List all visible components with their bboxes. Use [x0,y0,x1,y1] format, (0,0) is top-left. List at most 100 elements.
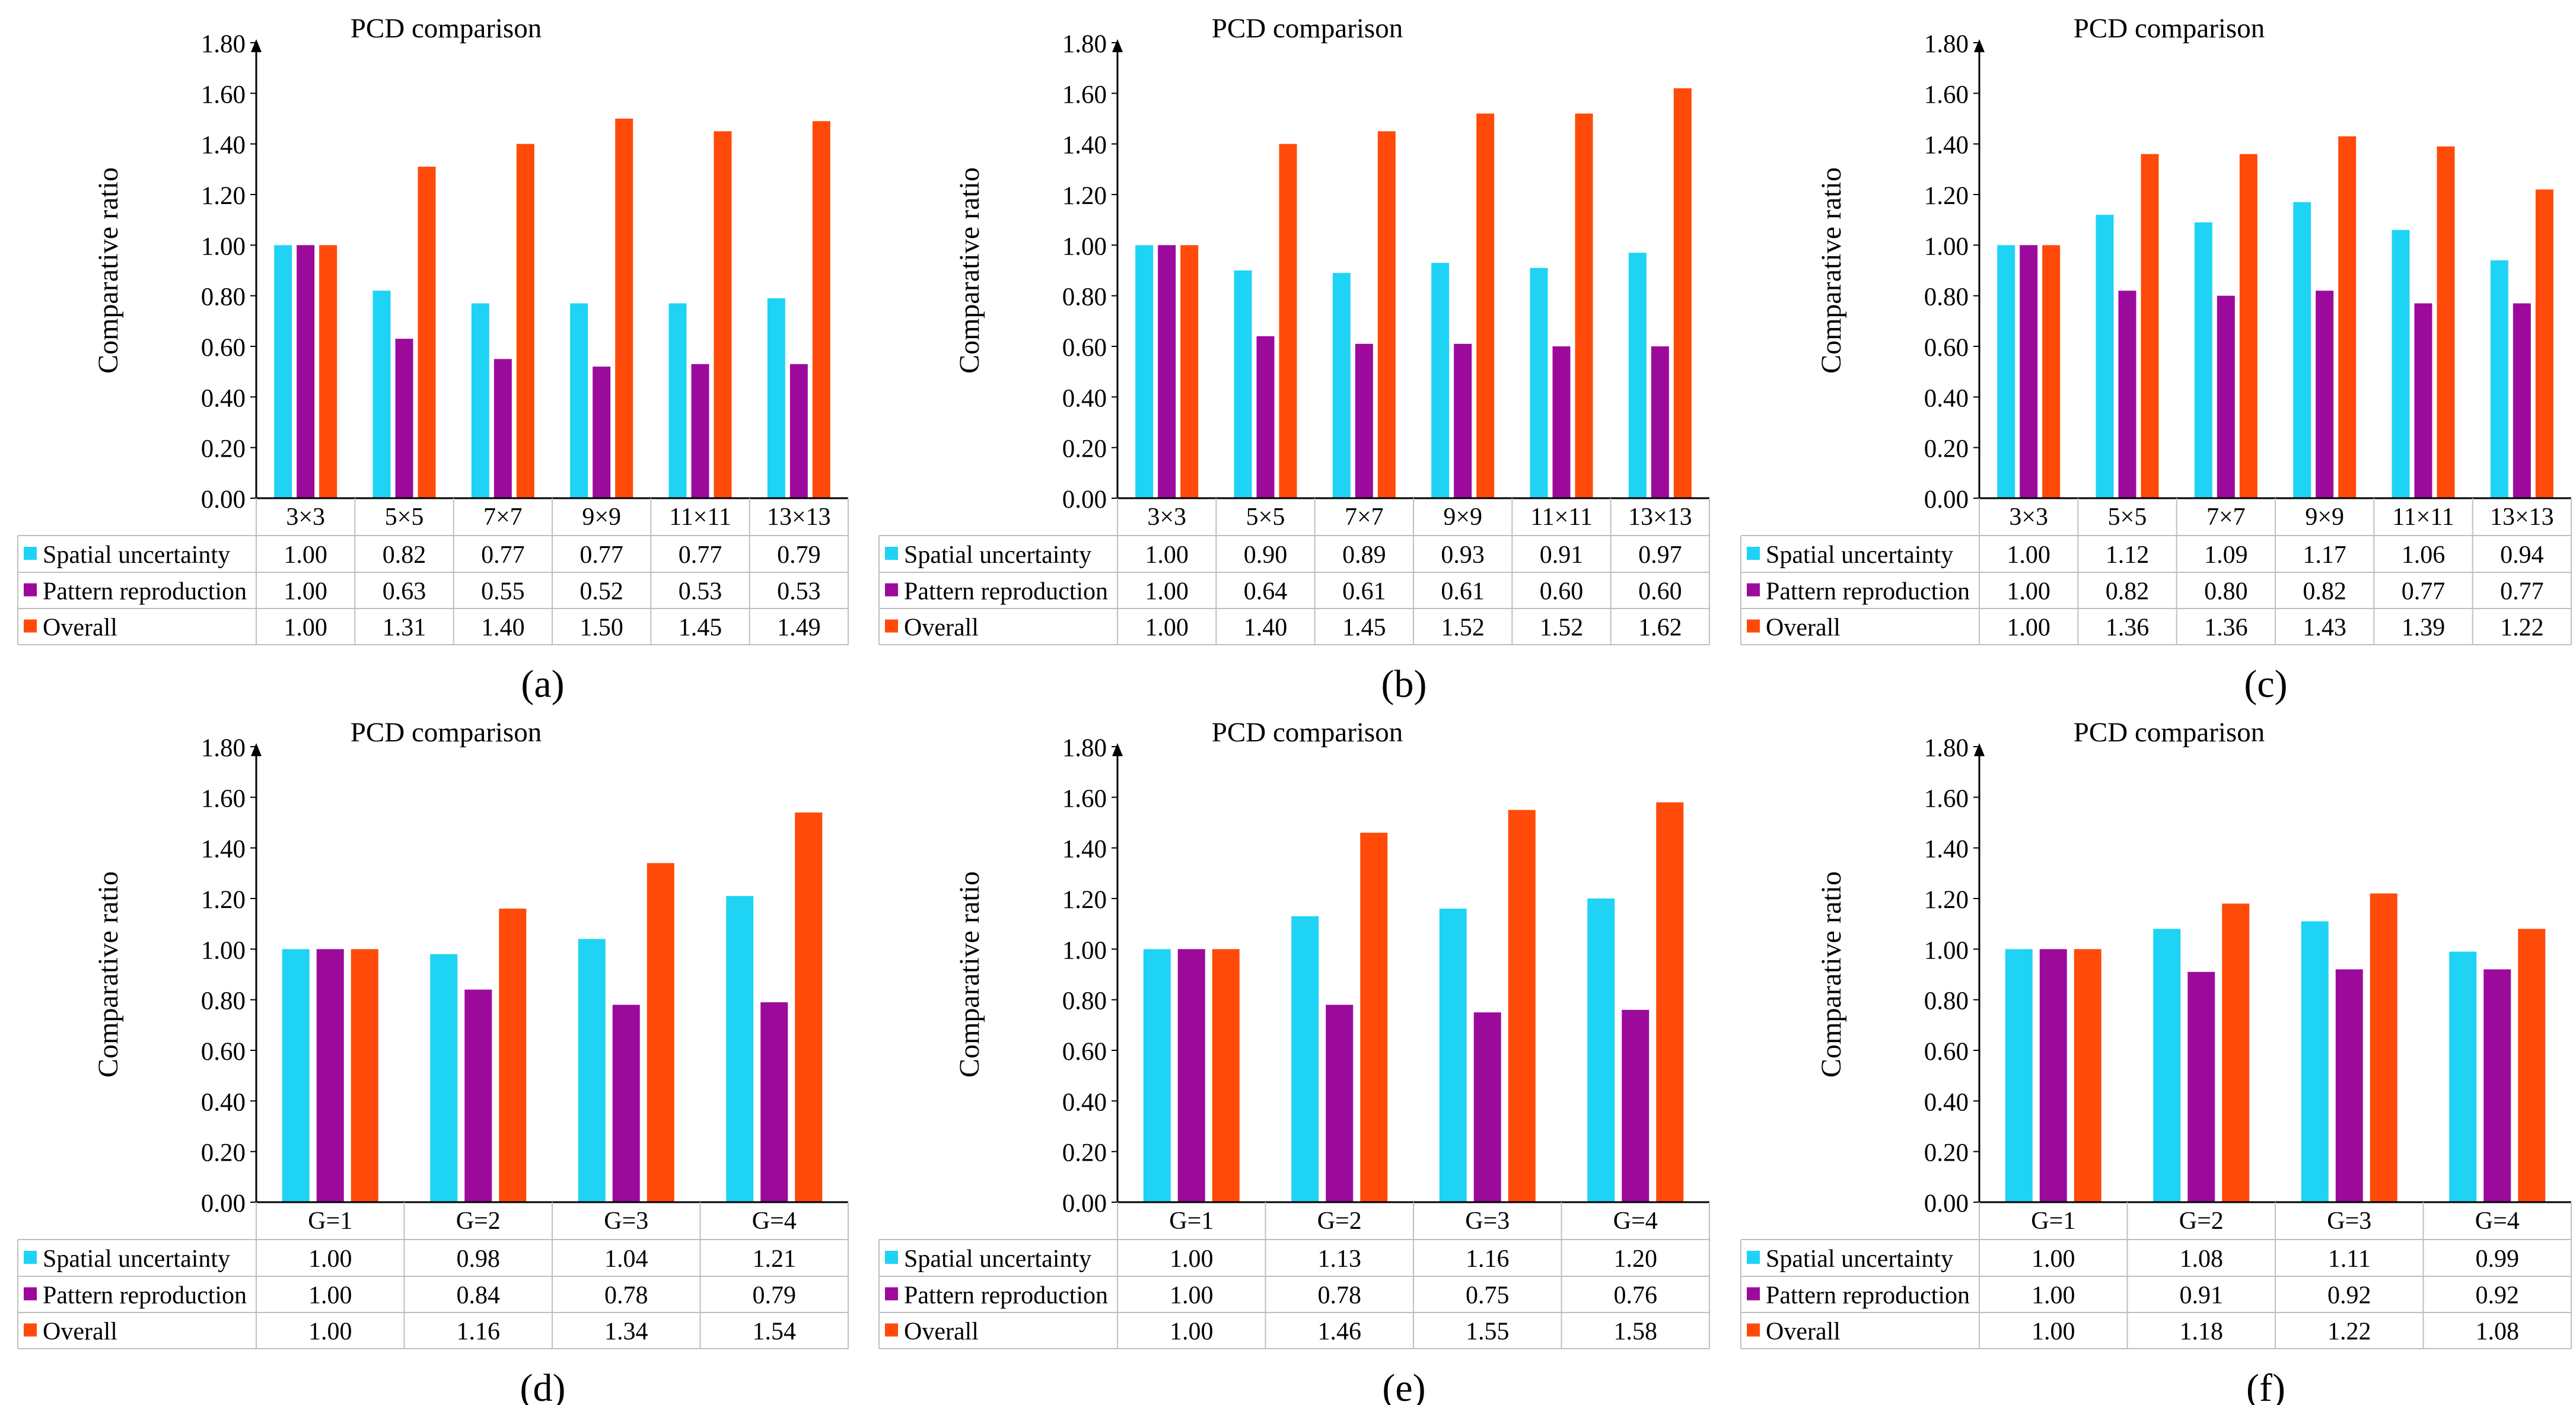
x-tick-label: G=2 [456,1208,501,1235]
data-label-spatial-uncertainty: 1.00 [2007,541,2050,569]
data-label-overall: 1.49 [777,614,821,642]
legend-label-pattern-reproduction: Pattern reproduction [904,578,1108,606]
data-label-spatial-uncertainty: 0.94 [2500,541,2544,569]
bar-pattern-reproduction-4 [1622,1009,1650,1202]
data-label-spatial-uncertainty: 1.13 [1318,1245,1362,1273]
data-label-pattern-reproduction: 0.82 [2106,578,2150,606]
y-tick-label: 0.00 [1924,486,1969,514]
bar-overall-1 [2074,949,2101,1202]
y-tick-label: 0.00 [1062,1190,1107,1218]
y-tick-label: 0.80 [1924,283,1969,311]
y-tick-label: 0.20 [1924,1139,1969,1167]
bar-overall-3 [647,863,674,1202]
y-tick-label: 1.60 [1924,785,1969,813]
data-label-spatial-uncertainty: 1.00 [308,1245,352,1273]
y-axis-arrow [1112,39,1123,52]
bar-overall-5 [2437,146,2455,498]
bar-spatial-uncertainty-4 [570,303,588,498]
data-label-pattern-reproduction: 0.78 [1318,1282,1362,1310]
y-axis-arrow [1974,743,1985,756]
y-tick-label: 1.00 [1062,936,1107,964]
bar-spatial-uncertainty-1 [1143,949,1171,1202]
legend-label-spatial-uncertainty: Spatial uncertainty [43,1245,230,1273]
y-tick-label: 0.80 [201,283,246,311]
legend-key-spatial-uncertainty [885,547,898,560]
data-label-overall: 1.22 [2327,1318,2371,1346]
bar-spatial-uncertainty-2 [2153,929,2181,1202]
data-label-spatial-uncertainty: 1.00 [2031,1245,2075,1273]
bar-overall-6 [812,121,830,498]
bar-pattern-reproduction-3 [2335,969,2363,1202]
chart-title: PCD comparison [1212,717,1403,748]
y-tick-label: 1.60 [201,785,246,813]
x-tick-label: 13×13 [1628,504,1692,531]
data-label-spatial-uncertainty: 1.00 [1145,541,1189,569]
chart-title: PCD comparison [2074,717,2265,748]
data-label-pattern-reproduction: 0.78 [604,1282,648,1310]
data-label-overall: 1.54 [753,1318,797,1346]
bar-overall-1 [1180,245,1199,498]
y-tick-label: 0.40 [1062,1088,1107,1116]
data-label-overall: 1.36 [2204,614,2248,642]
x-tick-label: 5×5 [385,504,424,531]
chart-panel-c: PCD comparison Comparative ratio 0.00 0.20 0… [1740,13,2572,706]
bar-pattern-reproduction-2 [2187,971,2215,1202]
bar-spatial-uncertainty-3 [2301,921,2329,1202]
chart-panel-f: PCD comparison Comparative ratio 0.00 0.20 0… [1740,717,2572,1405]
bar-spatial-uncertainty-2 [2096,215,2114,498]
bar-overall-5 [1575,113,1593,498]
data-label-pattern-reproduction: 0.77 [2500,578,2544,606]
bar-overall-1 [319,245,337,498]
y-tick-label: 0.20 [201,1139,246,1167]
bar-pattern-reproduction-3 [1355,343,1373,498]
data-label-spatial-uncertainty: 1.16 [1466,1245,1510,1273]
y-tick-label: 1.80 [1924,734,1969,762]
data-label-overall: 1.52 [1540,614,1584,642]
data-label-overall: 1.45 [1342,614,1386,642]
y-tick-label: 1.00 [201,232,246,260]
legend-key-pattern-reproduction [1747,1287,1760,1301]
bar-spatial-uncertainty-1 [1135,245,1154,498]
bar-pattern-reproduction-4 [760,1002,788,1202]
bar-spatial-uncertainty-5 [2392,230,2410,498]
bar-spatial-uncertainty-4 [1431,263,1450,498]
bar-pattern-reproduction-1 [297,245,315,498]
data-label-overall: 1.36 [2106,614,2150,642]
chart-title: PCD comparison [2074,13,2265,44]
y-axis-label: Comparative ratio [1816,167,1847,374]
y-tick-label: 0.60 [201,334,246,362]
y-axis-arrow [251,39,262,52]
data-label-spatial-uncertainty: 1.11 [2328,1245,2371,1273]
legend-label-spatial-uncertainty: Spatial uncertainty [1766,1245,1953,1273]
bar-spatial-uncertainty-6 [2490,260,2508,498]
y-tick-label: 0.00 [1062,486,1107,514]
bar-spatial-uncertainty-1 [2005,949,2033,1202]
data-label-spatial-uncertainty: 1.21 [753,1245,797,1273]
y-tick-label: 0.80 [201,987,246,1015]
x-tick-label: 11×11 [2392,504,2454,531]
x-tick-label: 13×13 [2490,504,2554,531]
y-tick-label: 0.40 [201,384,246,412]
data-label-overall: 1.39 [2402,614,2446,642]
data-label-overall: 1.62 [1638,614,1682,642]
chart-panel-d: PCD comparison Comparative ratio 0.00 0.20 0… [17,717,849,1405]
legend-key-spatial-uncertainty [24,1251,37,1264]
y-tick-label: 0.60 [1924,1038,1969,1066]
y-tick-label: 1.20 [201,886,246,914]
bar-pattern-reproduction-2 [395,339,413,498]
y-tick-label: 1.20 [1062,886,1107,914]
x-tick-label: 7×7 [1345,504,1384,531]
panel-caption: (f) [2246,1366,2285,1405]
bar-pattern-reproduction-2 [1326,1005,1354,1202]
legend-label-spatial-uncertainty: Spatial uncertainty [904,541,1091,569]
data-label-pattern-reproduction: 0.64 [1244,578,1288,606]
y-tick-label: 1.60 [1062,785,1107,813]
x-tick-label: G=1 [1169,1208,1214,1235]
bar-overall-4 [2338,136,2357,498]
y-axis-label: Comparative ratio [954,871,985,1078]
data-label-spatial-uncertainty: 0.91 [1540,541,1584,569]
legend-label-pattern-reproduction: Pattern reproduction [43,1282,247,1310]
x-tick-label: 9×9 [2305,504,2344,531]
data-label-pattern-reproduction: 1.00 [1170,1282,1214,1310]
data-label-spatial-uncertainty: 1.17 [2303,541,2346,569]
